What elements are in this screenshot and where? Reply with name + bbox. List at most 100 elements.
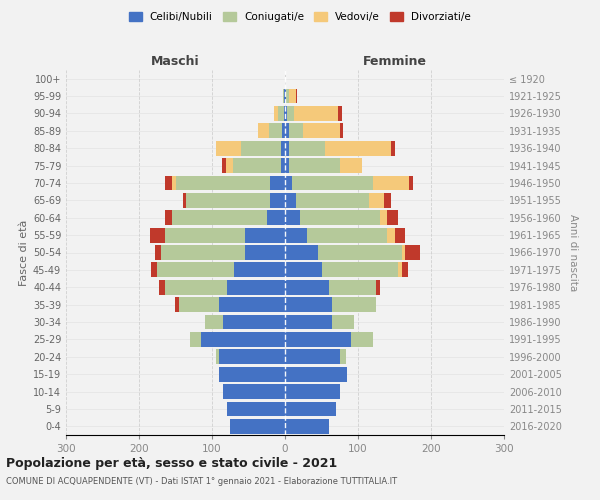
Bar: [380, 210, 387, 225]
Bar: [284, 106, 285, 121]
Bar: [245, 245, 285, 260]
Bar: [340, 350, 346, 364]
Bar: [387, 210, 398, 225]
Bar: [286, 88, 289, 104]
Bar: [369, 193, 383, 208]
Bar: [289, 158, 340, 173]
Bar: [164, 280, 227, 294]
Bar: [285, 280, 329, 294]
Bar: [383, 193, 391, 208]
Bar: [285, 332, 350, 347]
Bar: [285, 158, 289, 173]
Bar: [269, 124, 282, 138]
Bar: [332, 298, 376, 312]
Bar: [215, 141, 241, 156]
Bar: [164, 228, 245, 242]
Bar: [338, 106, 342, 121]
Bar: [395, 228, 406, 242]
Bar: [234, 262, 285, 278]
Bar: [303, 124, 340, 138]
Bar: [296, 193, 369, 208]
Bar: [322, 262, 398, 278]
Bar: [205, 314, 223, 330]
Bar: [201, 332, 285, 347]
Bar: [274, 106, 278, 121]
Bar: [307, 228, 387, 242]
Bar: [373, 176, 409, 190]
Bar: [187, 193, 271, 208]
Bar: [190, 332, 201, 347]
Bar: [285, 402, 336, 416]
Bar: [281, 158, 285, 173]
Bar: [285, 210, 299, 225]
Bar: [222, 158, 226, 173]
Bar: [164, 176, 172, 190]
Bar: [285, 141, 289, 156]
Bar: [172, 210, 267, 225]
Bar: [318, 245, 402, 260]
Bar: [283, 88, 284, 104]
Bar: [223, 384, 285, 399]
Bar: [285, 124, 289, 138]
Bar: [159, 280, 164, 294]
Bar: [284, 88, 285, 104]
Bar: [164, 210, 172, 225]
Bar: [285, 262, 322, 278]
Bar: [230, 419, 285, 434]
Text: COMUNE DI ACQUAPENDENTE (VT) - Dati ISTAT 1° gennaio 2021 - Elaborazione TUTTITA: COMUNE DI ACQUAPENDENTE (VT) - Dati ISTA…: [6, 478, 397, 486]
Bar: [227, 402, 285, 416]
Bar: [267, 210, 285, 225]
Bar: [285, 314, 332, 330]
Bar: [387, 228, 395, 242]
Bar: [289, 88, 296, 104]
Bar: [285, 419, 329, 434]
Bar: [409, 176, 413, 190]
Bar: [285, 176, 292, 190]
Bar: [287, 106, 295, 121]
Bar: [285, 228, 307, 242]
Bar: [350, 332, 373, 347]
Bar: [285, 88, 286, 104]
Y-axis label: Fasce di età: Fasce di età: [19, 220, 29, 286]
Bar: [271, 193, 285, 208]
Bar: [295, 106, 338, 121]
Bar: [155, 245, 161, 260]
Bar: [278, 106, 284, 121]
Bar: [285, 245, 318, 260]
Bar: [340, 124, 343, 138]
Bar: [285, 298, 332, 312]
Bar: [281, 141, 285, 156]
Bar: [151, 262, 157, 278]
Text: Femmine: Femmine: [362, 56, 427, 68]
Bar: [215, 350, 220, 364]
Bar: [285, 350, 340, 364]
Bar: [241, 141, 281, 156]
Bar: [406, 245, 420, 260]
Bar: [226, 158, 233, 173]
Bar: [332, 314, 355, 330]
Bar: [233, 158, 281, 173]
Text: Maschi: Maschi: [151, 56, 200, 68]
Bar: [220, 367, 285, 382]
Y-axis label: Anni di nascita: Anni di nascita: [568, 214, 578, 291]
Bar: [175, 176, 271, 190]
Bar: [223, 314, 285, 330]
Bar: [220, 350, 285, 364]
Bar: [150, 228, 164, 242]
Bar: [227, 280, 285, 294]
Bar: [292, 176, 373, 190]
Bar: [391, 141, 395, 156]
Bar: [161, 245, 245, 260]
Bar: [285, 384, 340, 399]
Bar: [271, 176, 285, 190]
Bar: [289, 141, 325, 156]
Bar: [402, 262, 407, 278]
Bar: [175, 298, 179, 312]
Bar: [245, 228, 285, 242]
Bar: [340, 158, 362, 173]
Bar: [329, 280, 376, 294]
Bar: [398, 262, 402, 278]
Bar: [172, 176, 176, 190]
Bar: [157, 262, 234, 278]
Bar: [296, 88, 298, 104]
